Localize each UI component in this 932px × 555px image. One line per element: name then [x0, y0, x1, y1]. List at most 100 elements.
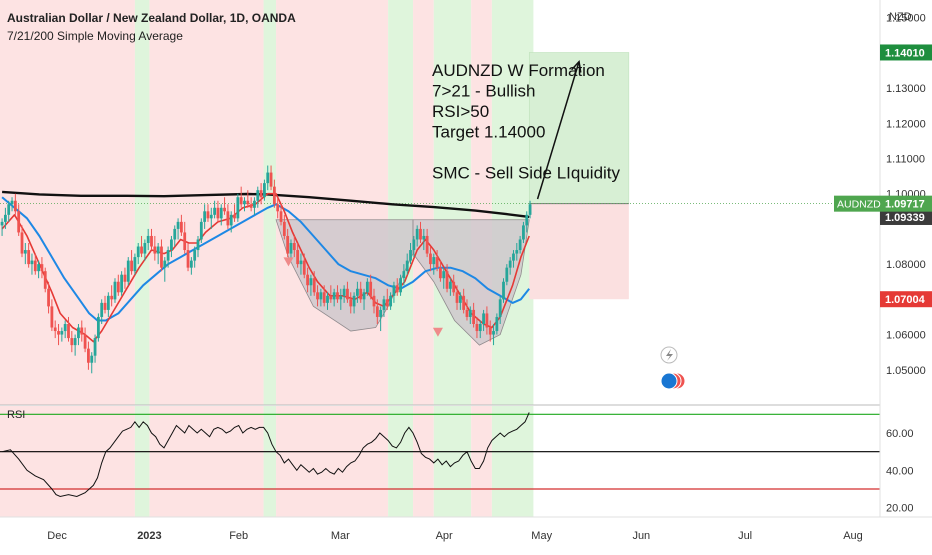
candle-body [199, 221, 203, 240]
candle-body [70, 338, 74, 346]
candle-body [243, 200, 246, 205]
rsi-tick-label: 40.00 [886, 465, 914, 477]
candle-body [126, 260, 130, 282]
candle-body [365, 281, 369, 293]
candle-body [515, 250, 519, 254]
candle-body [342, 288, 346, 296]
candle-body [146, 235, 150, 243]
annotation-line: SMC - Sell Side LIquidity [432, 164, 621, 183]
candle-body [422, 235, 426, 240]
candle-body [10, 200, 14, 205]
candle-body [429, 253, 432, 265]
zone-bull [388, 0, 414, 405]
candle-body [47, 288, 50, 307]
candle-body [279, 211, 283, 222]
candle-body [153, 246, 157, 254]
candle-body [379, 309, 383, 317]
candle-body [322, 292, 326, 303]
candle-body [478, 324, 482, 332]
candle-body [239, 197, 243, 205]
candle-body [266, 172, 270, 184]
rsi-zone-bear [149, 406, 264, 517]
candle-body [462, 295, 466, 310]
candle-body [160, 246, 163, 268]
candle-body [17, 211, 21, 233]
rsi-zone-bull [263, 406, 277, 517]
candle-body [113, 281, 117, 300]
candle-body [156, 246, 160, 254]
candle-body [389, 295, 393, 307]
candle-body [60, 331, 64, 335]
last-badge: 1.09717 [885, 199, 925, 211]
candle-body [106, 295, 110, 310]
candle-body [57, 331, 60, 335]
candle-body [272, 186, 276, 205]
candle-body [336, 292, 339, 300]
candle-body [223, 207, 226, 212]
candle-body [385, 299, 389, 307]
candle-body [432, 257, 436, 265]
candle-body [176, 221, 180, 229]
candle-body [319, 292, 323, 300]
ma200-badge-bg [880, 208, 932, 225]
price-axis-bg [880, 0, 932, 550]
candle-body [448, 281, 452, 289]
candle-body [13, 200, 17, 212]
candle-body [80, 327, 84, 335]
candle-body [372, 295, 376, 307]
candle-body [166, 250, 170, 261]
candle-body [525, 214, 529, 226]
currency-label: NZD [889, 11, 912, 23]
rsi-zone-bear [0, 406, 135, 517]
candle-body [415, 228, 419, 240]
candle-body [133, 257, 137, 272]
candle-body [236, 197, 240, 219]
candle-body [339, 295, 343, 300]
rsi-line [1, 412, 530, 498]
candle-body [140, 246, 143, 254]
rsi-zone-bear [413, 406, 434, 517]
time-label: Feb [229, 530, 248, 542]
last-badge-bg [880, 195, 932, 212]
candle-body [50, 306, 54, 328]
candle-body [96, 316, 100, 339]
candle-body [143, 243, 147, 254]
price-tick-label: 1.08000 [886, 259, 926, 271]
zone-bull [134, 0, 150, 405]
candle-body [3, 214, 7, 222]
candle-body [452, 281, 456, 293]
price-tick-label: 1.11000 [886, 153, 925, 165]
candle-body [249, 204, 253, 208]
candle-body [502, 281, 505, 300]
candle-body [53, 327, 57, 332]
candle-body [302, 260, 306, 275]
candle-body [399, 278, 402, 293]
candle-body [246, 200, 250, 205]
price-tick-label: 1.06000 [886, 330, 926, 342]
candle-body [282, 221, 286, 236]
rsi-label: RSI [7, 409, 25, 421]
ma7-line [1, 192, 530, 343]
candle-body [110, 295, 114, 300]
candle-body [123, 274, 127, 282]
candle-body [189, 260, 193, 268]
candle-body [508, 260, 512, 268]
time-label: Mar [331, 530, 350, 542]
zone-bear [413, 0, 434, 405]
candle-body [382, 299, 386, 310]
stop-badge-bg [880, 291, 932, 308]
candle-body [346, 288, 349, 300]
target-arrow-line [536, 61, 580, 200]
candle-body [263, 183, 266, 198]
sell-marker [283, 257, 294, 267]
candle-body [93, 338, 97, 356]
target-badge: 1.14010 [885, 47, 925, 59]
candle-body [276, 204, 280, 212]
target-badge-bg [880, 44, 932, 61]
zone-bull [433, 0, 472, 405]
rsi-zone-bear [471, 406, 492, 517]
candle-body [7, 204, 11, 215]
candle-body [439, 267, 442, 279]
